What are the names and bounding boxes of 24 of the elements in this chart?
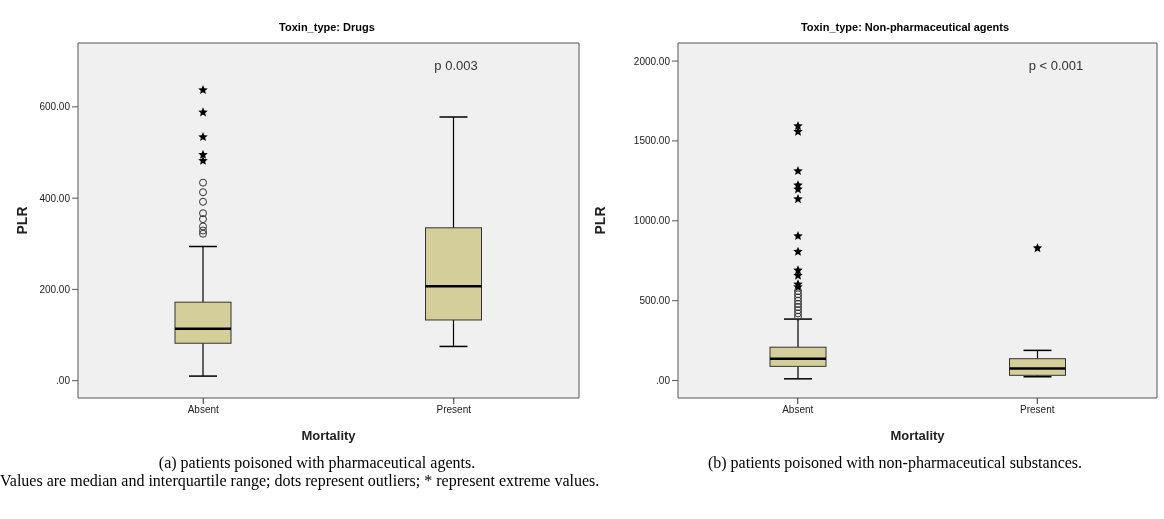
text: (a) patients poisoned with pharmaceutical agents. xyxy=(157,454,477,472)
x-tick-label: Present xyxy=(436,404,472,416)
x-axis-title: Mortality xyxy=(301,428,357,443)
x-axis-title: Mortality xyxy=(890,428,946,443)
y-tick-label: .00 xyxy=(56,375,71,387)
text: (b) patients poisoned with non-pharmaceutical substances. xyxy=(706,454,1084,472)
y-tick-label: 1500.00 xyxy=(633,135,671,147)
x-tick-label: Present xyxy=(1020,404,1055,416)
y-axis-title: PLR xyxy=(591,206,608,235)
y-tick-label: 600.00 xyxy=(39,101,71,113)
text: Values are median and interquartile range; dots represent outliers; * represent extreme values. xyxy=(0,472,601,490)
y-tick-label: 1000.00 xyxy=(633,215,671,227)
annotation: p < 0.001 xyxy=(1027,58,1085,73)
y-tick-label: 2000.00 xyxy=(633,55,671,67)
y-tick-label: 500.00 xyxy=(639,295,671,307)
y-axis-title: PLR xyxy=(13,206,30,235)
chart-title: Toxin_type: Drugs xyxy=(278,20,376,34)
x-tick-label: Absent xyxy=(187,404,220,416)
annotation: p 0.003 xyxy=(433,58,479,73)
y-tick-label: .00 xyxy=(656,375,671,387)
x-tick-label: Absent xyxy=(782,404,814,416)
y-tick-label: 200.00 xyxy=(39,283,71,295)
chart-title: Toxin_type: Non-pharmaceutical agents xyxy=(799,20,1011,34)
y-tick-label: 400.00 xyxy=(39,192,71,204)
